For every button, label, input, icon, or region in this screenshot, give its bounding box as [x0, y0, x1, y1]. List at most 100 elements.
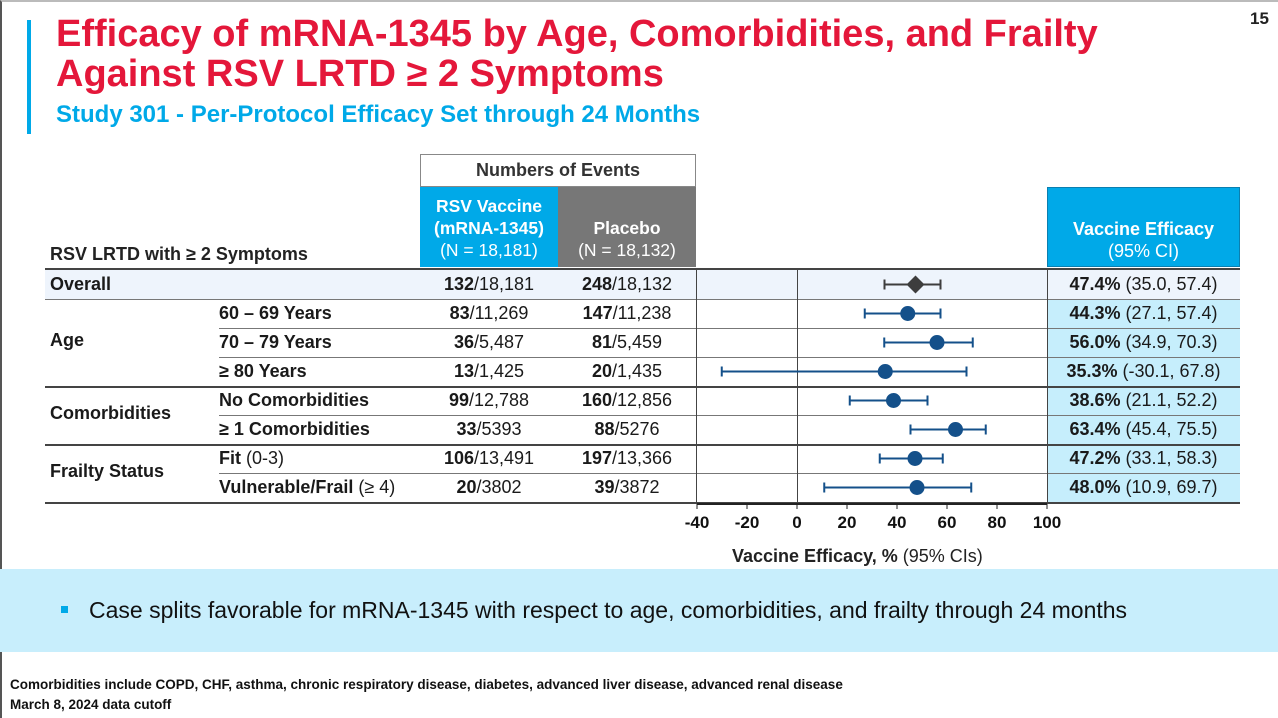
- ve-ci: (33.1, 58.3): [1120, 448, 1218, 468]
- title-line-1: Efficacy of mRNA-1345 by Age, Comorbidit…: [56, 13, 1098, 55]
- vaccine-efficacy-value: 56.0% (34.9, 70.3): [1047, 328, 1240, 357]
- x-axis-label-bold: Vaccine Efficacy, %: [732, 546, 898, 566]
- vaccine-event-count: 36: [453, 332, 474, 352]
- vaccine-n: /12,788: [468, 390, 530, 410]
- placebo-event-count: 20: [591, 361, 612, 381]
- ve-estimate: 38.6%: [1069, 390, 1121, 410]
- placebo-event-count: 147: [582, 303, 613, 323]
- table-divider: [219, 328, 1240, 329]
- table-divider: [219, 473, 1240, 474]
- vaccine-efficacy-value: 38.6% (21.1, 52.2): [1047, 386, 1240, 415]
- vaccine-events: 83/11,269: [420, 299, 558, 328]
- placebo-n: /12,856: [611, 390, 673, 410]
- vaccine-efficacy-value: 63.4% (45.4, 75.5): [1047, 415, 1240, 444]
- placebo-event-count: 197: [581, 448, 612, 468]
- table-row: ≥ 1 Comorbidities 33/5393 88/5276 63.4% (45…: [45, 415, 1240, 444]
- placebo-n: /1,435: [611, 361, 663, 381]
- placebo-header-n: (N = 18,132): [578, 240, 676, 260]
- table-divider: [45, 268, 1240, 270]
- vaccine-n: /5393: [476, 419, 522, 439]
- placebo-events: 88/5276: [558, 415, 696, 444]
- table-vertical-divider: [696, 268, 697, 504]
- ve-header-ci: (95% CI): [1107, 241, 1179, 261]
- vaccine-events: 106/13,491: [420, 444, 558, 473]
- table-row: 70 – 79 Years 36/5,487 81/5,459 56.0% (34.9…: [45, 328, 1240, 357]
- group-label-age: Age: [50, 330, 85, 350]
- vaccine-event-count: 20: [456, 477, 477, 497]
- vaccine-efficacy-value: 35.3% (-30.1, 67.8): [1047, 357, 1240, 386]
- row-label: Overall: [50, 274, 112, 294]
- vaccine-event-count: 106: [443, 448, 474, 468]
- placebo-n: /13,366: [611, 448, 673, 468]
- vaccine-efficacy-value: 47.4% (35.0, 57.4): [1047, 270, 1240, 299]
- vaccine-n: /11,269: [469, 303, 529, 323]
- ve-estimate: 44.3%: [1069, 303, 1121, 323]
- table-vertical-divider: [797, 268, 798, 504]
- table-divider: [219, 415, 1240, 416]
- row-label-main: 70 – 79 Years: [219, 332, 332, 352]
- ve-ci: (34.9, 70.3): [1120, 332, 1218, 352]
- title-line-2: Against RSV LRTD ≥ 2 Symptoms: [56, 53, 664, 95]
- slide-subtitle: Study 301 - Per-Protocol Efficacy Set th…: [56, 101, 701, 128]
- vaccine-event-count: 83: [449, 303, 470, 323]
- vaccine-n: /3802: [476, 477, 522, 497]
- ve-estimate: 56.0%: [1069, 332, 1121, 352]
- events-header: Numbers of Events: [420, 154, 696, 187]
- placebo-event-count: 160: [581, 390, 612, 410]
- group-label-frailty: Frailty Status: [50, 461, 165, 481]
- row-label-main: ≥ 80 Years: [219, 361, 307, 381]
- ve-estimate: 47.4%: [1069, 274, 1121, 294]
- vaccine-header-product: (mRNA-1345): [434, 218, 544, 238]
- ve-estimate: 47.2%: [1069, 448, 1121, 468]
- vaccine-event-count: 132: [443, 274, 474, 294]
- x-axis-label-ci: (95% CIs): [897, 546, 983, 566]
- placebo-events: 20/1,435: [558, 357, 696, 386]
- placebo-n: /18,132: [611, 274, 673, 294]
- placebo-events: 39/3872: [558, 473, 696, 502]
- table-divider: [45, 299, 1240, 300]
- row-label-main: 60 – 69 Years: [219, 303, 332, 323]
- placebo-event-count: 88: [594, 419, 615, 439]
- placebo-n: /3872: [614, 477, 660, 497]
- vaccine-efficacy-value: 48.0% (10.9, 69.7): [1047, 473, 1240, 502]
- ve-ci: (-30.1, 67.8): [1117, 361, 1221, 381]
- placebo-header: Placebo (N = 18,132): [558, 187, 696, 267]
- ve-ci: (27.1, 57.4): [1120, 303, 1218, 323]
- placebo-n: /11,238: [612, 303, 672, 323]
- table-divider: [45, 502, 1240, 504]
- bullet-icon: [61, 606, 68, 613]
- row-label-main: ≥ 1 Comorbidities: [219, 419, 370, 439]
- table-row: Vulnerable/Frail (≥ 4) 20/3802 39/3872 48.0…: [45, 473, 1240, 502]
- row-label-suffix: (≥ 4): [353, 477, 396, 497]
- vaccine-n: /18,181: [473, 274, 535, 294]
- placebo-n: /5,459: [611, 332, 663, 352]
- placebo-n: /5276: [614, 419, 660, 439]
- ve-ci: (45.4, 75.5): [1120, 419, 1218, 439]
- key-takeaway-callout: [0, 569, 1278, 652]
- placebo-events: 160/12,856: [558, 386, 696, 415]
- table-row: 60 – 69 Years 83/11,269 147/11,238 44.3% (2…: [45, 299, 1240, 328]
- placebo-events: 197/13,366: [558, 444, 696, 473]
- row-label: ≥ 1 Comorbidities: [219, 415, 370, 444]
- ve-ci: (10.9, 69.7): [1120, 477, 1218, 497]
- table-row: ≥ 80 Years 13/1,425 20/1,435 35.3% (-30.1, …: [45, 357, 1240, 386]
- page-number: 15: [1250, 9, 1269, 28]
- placebo-event-count: 39: [594, 477, 615, 497]
- vaccine-efficacy-value: 47.2% (33.1, 58.3): [1047, 444, 1240, 473]
- placebo-events: 81/5,459: [558, 328, 696, 357]
- vaccine-events: 13/1,425: [420, 357, 558, 386]
- x-axis-label: Vaccine Efficacy, % (95% CIs): [732, 546, 983, 567]
- table-divider: [45, 386, 1240, 388]
- vaccine-efficacy-value: 44.3% (27.1, 57.4): [1047, 299, 1240, 328]
- callout-text: Case splits favorable for mRNA-1345 with…: [89, 597, 1128, 623]
- vaccine-event-count: 33: [456, 419, 477, 439]
- row-header-label: RSV LRTD with ≥ 2 Symptoms: [50, 244, 308, 264]
- row-label: Vulnerable/Frail (≥ 4): [219, 473, 395, 502]
- slide-title: Efficacy of mRNA-1345 by Age, Comorbidit…: [56, 14, 1098, 94]
- placebo-header-name: Placebo: [593, 218, 661, 238]
- table-divider: [45, 444, 1240, 446]
- placebo-event-count: 248: [581, 274, 612, 294]
- table-vertical-divider: [1047, 268, 1048, 504]
- vaccine-header-name: RSV Vaccine: [435, 196, 543, 216]
- table-row-overall: Overall 132/18,181 248/18,132 47.4% (35.0, …: [45, 270, 1240, 299]
